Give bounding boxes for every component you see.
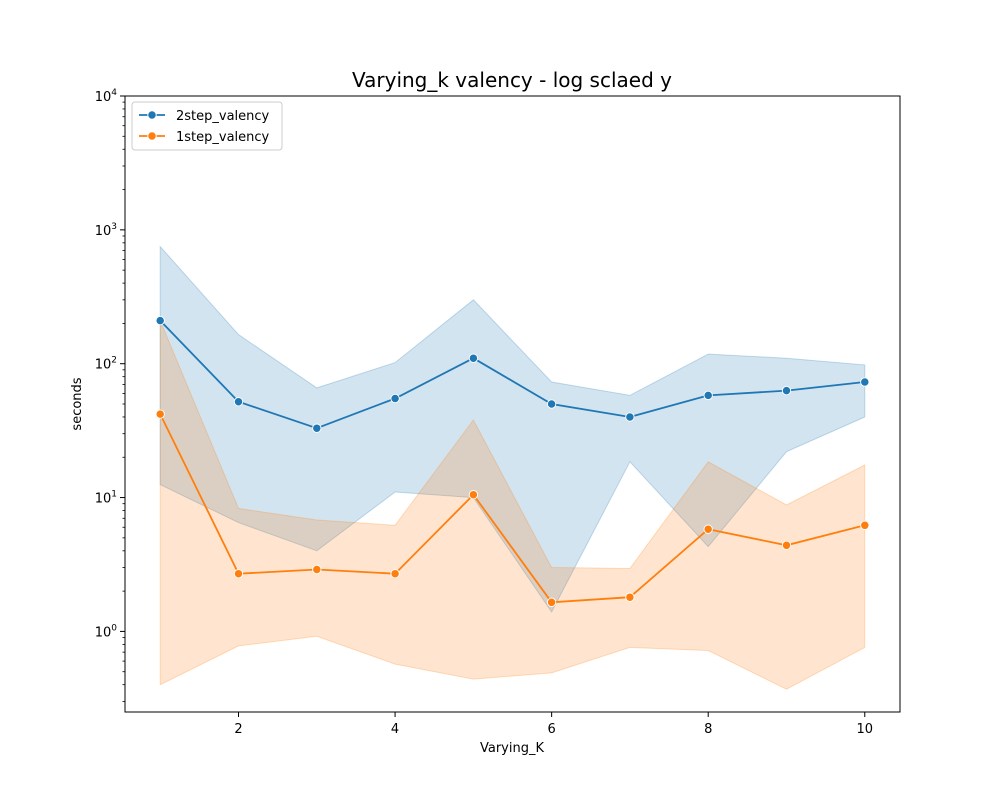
point-series-2-5 <box>468 490 479 500</box>
y-tick-label: 101 <box>95 490 117 507</box>
x-tick-label: 2 <box>234 722 242 737</box>
y-tick-label: 104 <box>95 88 118 105</box>
x-tick-label: 6 <box>548 722 556 737</box>
chart-title: Varying_k valency - log sclaed y <box>352 68 672 92</box>
point-series-1-2 <box>233 397 244 407</box>
y-axis-ticks: 100 101 102 103 104 <box>95 88 125 702</box>
confidence-bands <box>159 245 866 690</box>
point-series-2-8 <box>703 524 713 534</box>
point-series-1-3 <box>312 423 322 433</box>
legend-marker <box>147 110 157 120</box>
point-series-1-10 <box>860 377 870 387</box>
legend-box <box>131 101 283 151</box>
point-series-2-1 <box>155 409 165 419</box>
legend-label: 2step_valency <box>176 109 270 124</box>
point-series-2-4 <box>390 569 400 579</box>
point-series-1-5 <box>468 353 479 363</box>
x-tick-label: 4 <box>391 722 399 737</box>
legend-label: 1step_valency <box>176 130 270 145</box>
point-series-1-8 <box>703 390 713 401</box>
x-axis-ticks: 2 4 6 8 10 <box>234 712 873 737</box>
x-tick-label: 8 <box>704 722 712 737</box>
point-series-2-10 <box>860 520 870 530</box>
y-tick-label: 103 <box>95 222 117 239</box>
x-axis-label: Varying_K <box>480 741 544 756</box>
point-series-1-4 <box>390 393 400 404</box>
band-series-2 <box>159 320 866 690</box>
y-tick-label: 102 <box>95 356 117 373</box>
band-series-1 <box>159 245 866 613</box>
legend-marker <box>147 131 157 141</box>
point-series-1-9 <box>781 385 792 396</box>
point-series-2-9 <box>781 540 792 550</box>
point-series-2-7 <box>625 592 635 602</box>
point-series-2-2 <box>233 569 244 579</box>
point-series-1-6 <box>546 399 557 409</box>
series-points <box>155 315 870 607</box>
x-tick-label: 10 <box>856 722 873 737</box>
legend: 2step_valency 1step_valency <box>131 101 283 151</box>
line-series-2 <box>159 413 866 604</box>
point-series-1-1 <box>155 315 165 326</box>
point-series-1-7 <box>625 412 635 422</box>
series-lines <box>159 319 866 604</box>
line-series-1 <box>159 319 865 430</box>
point-series-2-6 <box>546 597 557 607</box>
point-series-2-3 <box>312 564 322 575</box>
y-axis-label: seconds <box>70 377 85 430</box>
y-tick-label: 100 <box>95 623 118 640</box>
